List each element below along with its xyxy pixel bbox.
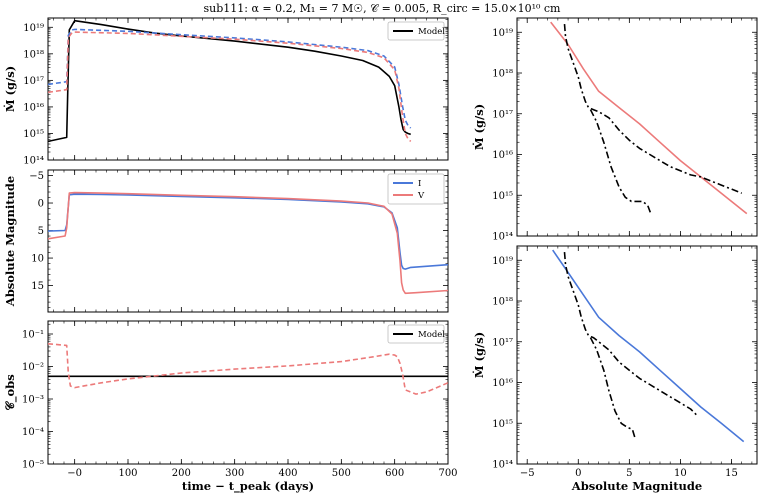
axes-frame [516, 17, 758, 237]
chart-cobs_time: −0 100 200 300 400 500 600 700 10⁻⁵ 10⁻⁴ 10⁻³ 10⁻² 1… [3, 320, 458, 494]
series-v [550, 21, 748, 215]
y-tick-label: 10⁻² [22, 362, 44, 373]
x-tick-label: 500 [332, 468, 351, 479]
axes-frame [516, 245, 758, 465]
figure-title: sub111: α = 0.2, M₁ = 7 M☉, 𝒞 = 0.005, R… [203, 2, 561, 15]
y-tick-label: 10¹⁸ [492, 69, 513, 80]
series-v [48, 191, 448, 295]
plot-area [48, 343, 448, 395]
y-tick-label: 10¹⁶ [492, 150, 513, 161]
x-tick-label: 700 [438, 468, 457, 479]
x-tick-label: 600 [385, 468, 404, 479]
y-axis-label: Absolute Magnitude [3, 176, 17, 307]
series-i [552, 249, 745, 443]
x-tick-label: 100 [118, 468, 137, 479]
y-tick-label: 10⁻⁴ [22, 427, 44, 438]
plot-area [48, 19, 412, 143]
axes-frame [47, 169, 449, 313]
chart-mdot_time: 10¹⁴ 10¹⁵ 10¹⁶ 10¹⁷ 10¹⁸ 10¹⁹ Ṁ (g/s) Model [3, 17, 449, 167]
y-tick-label: 5 [38, 226, 44, 237]
y-tick-label: 10¹⁵ [492, 419, 513, 430]
y-axis-label: Ṁ (g/s) [472, 332, 486, 378]
x-axis-label: Absolute Magnitude [571, 479, 702, 493]
y-tick-label: 10¹⁶ [23, 102, 44, 113]
x-tick-label: 200 [172, 468, 191, 479]
plot-area [550, 21, 748, 215]
x-tick-label: −0 [67, 468, 82, 479]
legend-box [387, 324, 445, 344]
y-tick-label: 10¹⁴ [23, 156, 44, 167]
y-tick-label: 10¹⁹ [23, 23, 44, 34]
x-tick-label: 400 [278, 468, 297, 479]
y-axis-label: Ṁ (g/s) [3, 66, 17, 112]
y-tick-label: 10¹⁹ [492, 28, 513, 39]
axes-frame [47, 320, 449, 465]
y-tick-label: 10¹⁵ [23, 129, 44, 140]
series-i [48, 28, 412, 129]
y-tick-label: −5 [29, 171, 44, 182]
legend-box [387, 173, 445, 205]
x-axis-label: time − t_peak (days) [182, 479, 314, 494]
y-axis-label: Ṁ (g/s) [472, 104, 486, 150]
x-tick-label: −5 [520, 468, 535, 479]
series-model-i-late [589, 337, 637, 440]
plot-area [48, 191, 448, 295]
y-tick-label: 10¹⁷ [492, 337, 513, 348]
y-tick-label: 10⁻³ [22, 395, 44, 406]
axes-frame [47, 17, 449, 161]
series-model [48, 19, 411, 143]
series-v [48, 31, 412, 142]
y-tick-label: 10⁻¹ [22, 330, 44, 341]
series-v [48, 343, 448, 395]
series-model-v-late [589, 109, 652, 214]
y-tick-label: 10¹⁸ [23, 49, 44, 60]
x-tick-label: 300 [225, 468, 244, 479]
x-tick-label: 5 [626, 468, 632, 479]
legend-label: Model [418, 330, 445, 340]
legend-label: I [418, 179, 421, 189]
x-tick-label: 0 [575, 468, 581, 479]
y-tick-label: 10¹⁹ [492, 256, 513, 267]
y-tick-label: 10 [31, 254, 44, 265]
x-tick-label: 10 [674, 468, 687, 479]
y-tick-label: 10¹⁷ [492, 109, 513, 120]
chart-mdot_vs_mag_I: −5 0 5 10 15 10¹⁴ 10¹⁵ 10¹⁶ 10¹⁷ 10¹⁸ 10¹⁹ Ṁ (g/s) A… [472, 245, 758, 493]
y-tick-label: 15 [31, 281, 44, 292]
y-tick-label: 10¹⁶ [492, 378, 513, 389]
y-axis-label: 𝒞_obs [3, 374, 18, 410]
y-tick-label: 10¹⁴ [492, 232, 513, 243]
legend-label: V [417, 191, 425, 201]
y-tick-label: 10¹⁴ [492, 460, 513, 471]
x-tick-label: 15 [725, 468, 738, 479]
y-tick-label: 0 [38, 199, 44, 210]
y-tick-label: 10¹⁸ [492, 297, 513, 308]
legend-label: Model [418, 27, 445, 37]
series-i [48, 193, 448, 270]
plot-area [552, 249, 745, 443]
series-model-i [563, 252, 698, 416]
chart-mdot_vs_mag_V: 10¹⁴ 10¹⁵ 10¹⁶ 10¹⁷ 10¹⁸ 10¹⁹ Ṁ (g/s) [472, 17, 758, 243]
y-tick-label: 10¹⁵ [492, 191, 513, 202]
y-tick-label: 10⁻⁵ [22, 460, 44, 471]
y-tick-label: 10¹⁷ [23, 76, 44, 87]
chart-mag_time: −5 0 5 10 15 Absolute Magnitude IV [3, 169, 449, 313]
series-model-v [563, 24, 742, 194]
legend-box [387, 21, 445, 41]
